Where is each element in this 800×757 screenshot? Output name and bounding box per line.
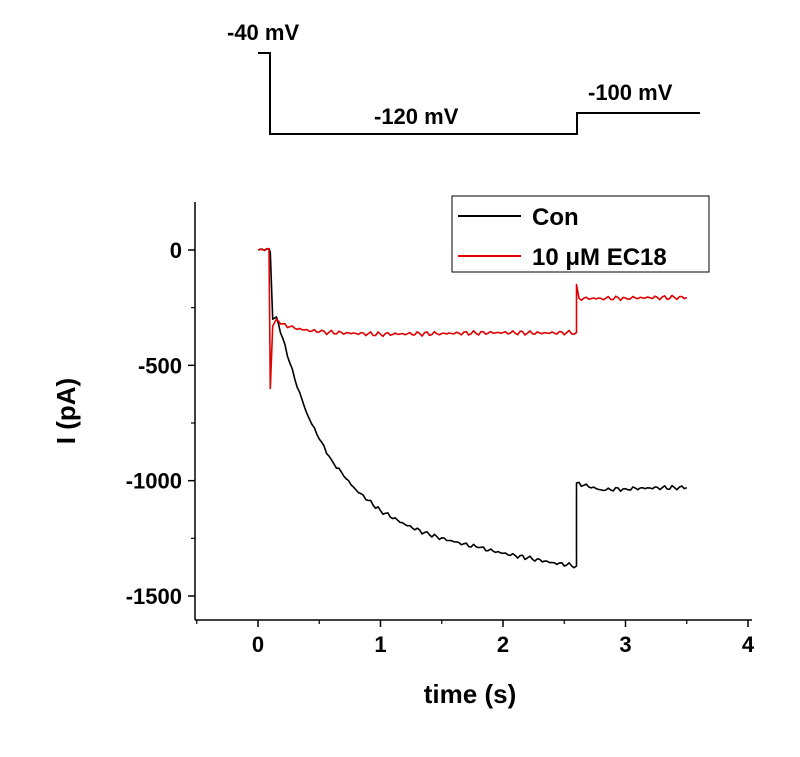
axes: 0 -500 -1000 -1500 0 1 2 3 4 — [126, 202, 755, 657]
x-tick-label: 3 — [619, 632, 631, 657]
y-tick-label: -1500 — [126, 584, 182, 609]
legend-label-con: Con — [532, 204, 579, 231]
protocol-label-step: -120 mV — [374, 104, 459, 129]
y-tick-label: -500 — [138, 353, 182, 378]
x-tick-label: 2 — [497, 632, 509, 657]
legend-label-ec18: 10 μM EC18 — [532, 244, 667, 271]
legend: Con 10 μM EC18 — [451, 195, 710, 273]
y-axis-title: I (pA) — [51, 378, 81, 444]
y-ticks: 0 -500 -1000 -1500 — [126, 238, 195, 609]
series-con-line — [257, 248, 688, 569]
y-tick-label: 0 — [170, 238, 182, 263]
x-axis-title: time (s) — [424, 679, 516, 709]
legend-box — [451, 195, 710, 273]
voltage-protocol: -40 mV -120 mV -100 mV — [227, 20, 700, 135]
series-ec18-line — [257, 247, 688, 390]
x-tick-label: 0 — [252, 632, 264, 657]
y-tick-label: -1000 — [126, 469, 182, 494]
x-tick-label: 4 — [742, 632, 755, 657]
series-layer — [257, 247, 688, 569]
protocol-label-holding: -40 mV — [227, 20, 299, 45]
x-tick-label: 1 — [374, 632, 386, 657]
protocol-trace — [258, 52, 700, 135]
x-ticks: 0 1 2 3 4 — [196, 620, 755, 657]
protocol-label-tail: -100 mV — [588, 80, 673, 105]
